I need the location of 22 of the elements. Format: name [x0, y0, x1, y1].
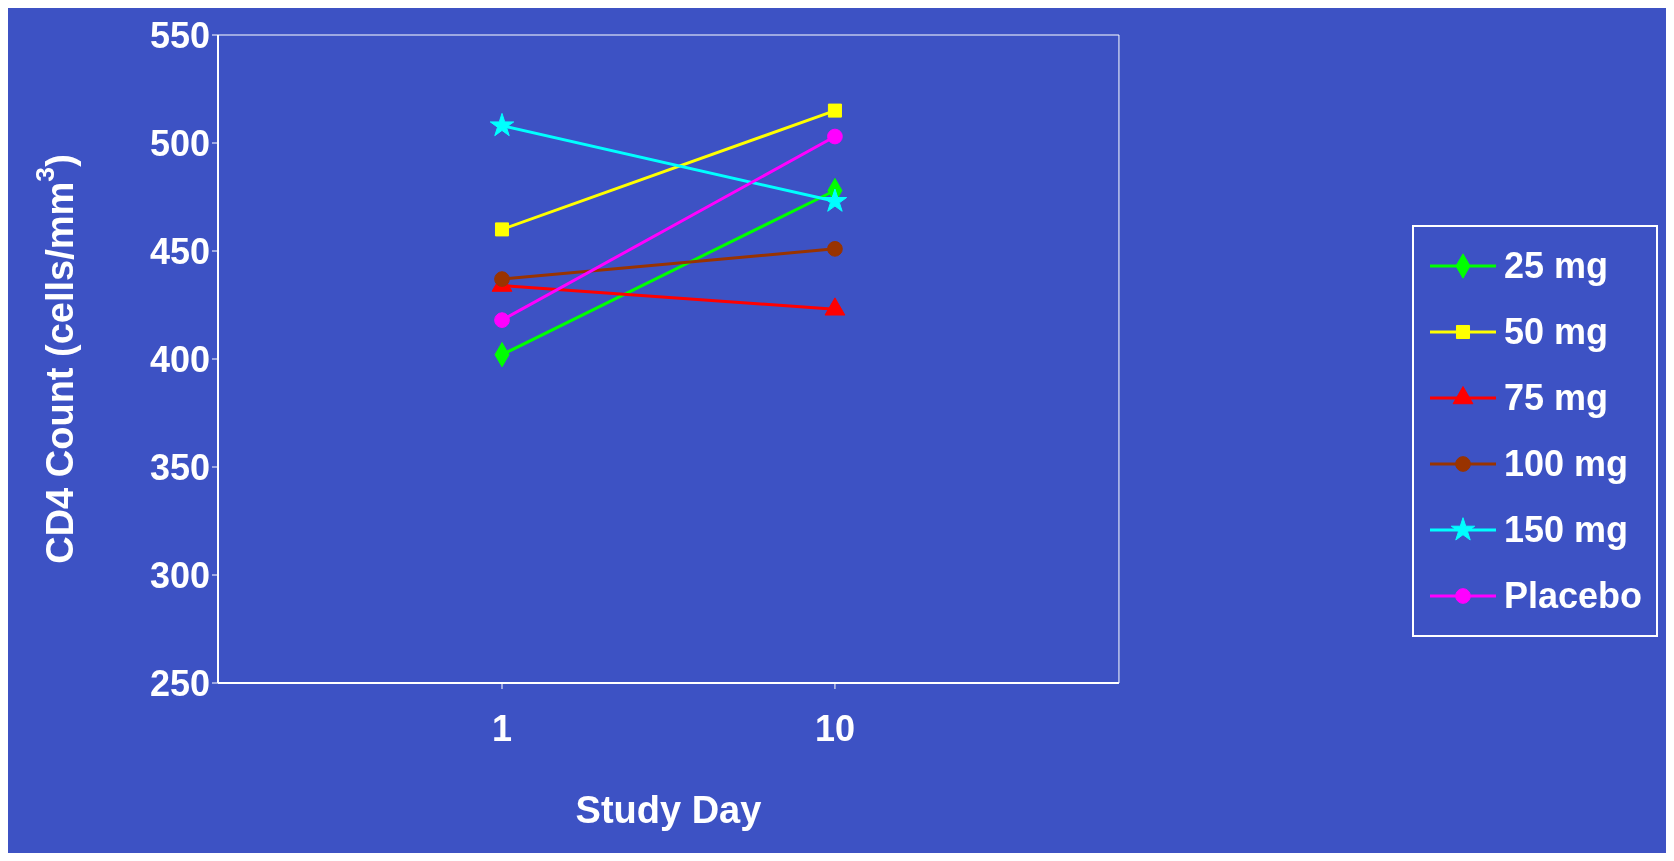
y-tick-label: 400 — [149, 338, 210, 380]
x-tick-label: 1 — [491, 707, 513, 749]
y-tick-label: 250 — [149, 662, 210, 704]
y-tick-label: 550 — [149, 14, 210, 56]
legend-label: Placebo — [1503, 574, 1642, 617]
y-tick-label: 350 — [149, 446, 210, 488]
legend-label: 50 mg — [1503, 310, 1608, 353]
legend-label: 100 mg — [1503, 442, 1629, 485]
point — [494, 312, 510, 328]
y-tick-label: 500 — [149, 122, 210, 164]
legend-label: 25 mg — [1503, 244, 1608, 287]
x-tick-label: 10 — [814, 707, 855, 749]
y-tick-label: 450 — [149, 230, 210, 272]
legend-label: 75 mg — [1503, 376, 1608, 419]
point — [827, 128, 843, 145]
point — [827, 103, 842, 118]
point — [827, 241, 843, 257]
y-tick-label: 300 — [149, 554, 210, 596]
point — [489, 112, 515, 137]
point — [494, 222, 510, 237]
legend-label: 150 mg — [1503, 508, 1629, 551]
x-axis-title: Study Day — [575, 789, 762, 831]
